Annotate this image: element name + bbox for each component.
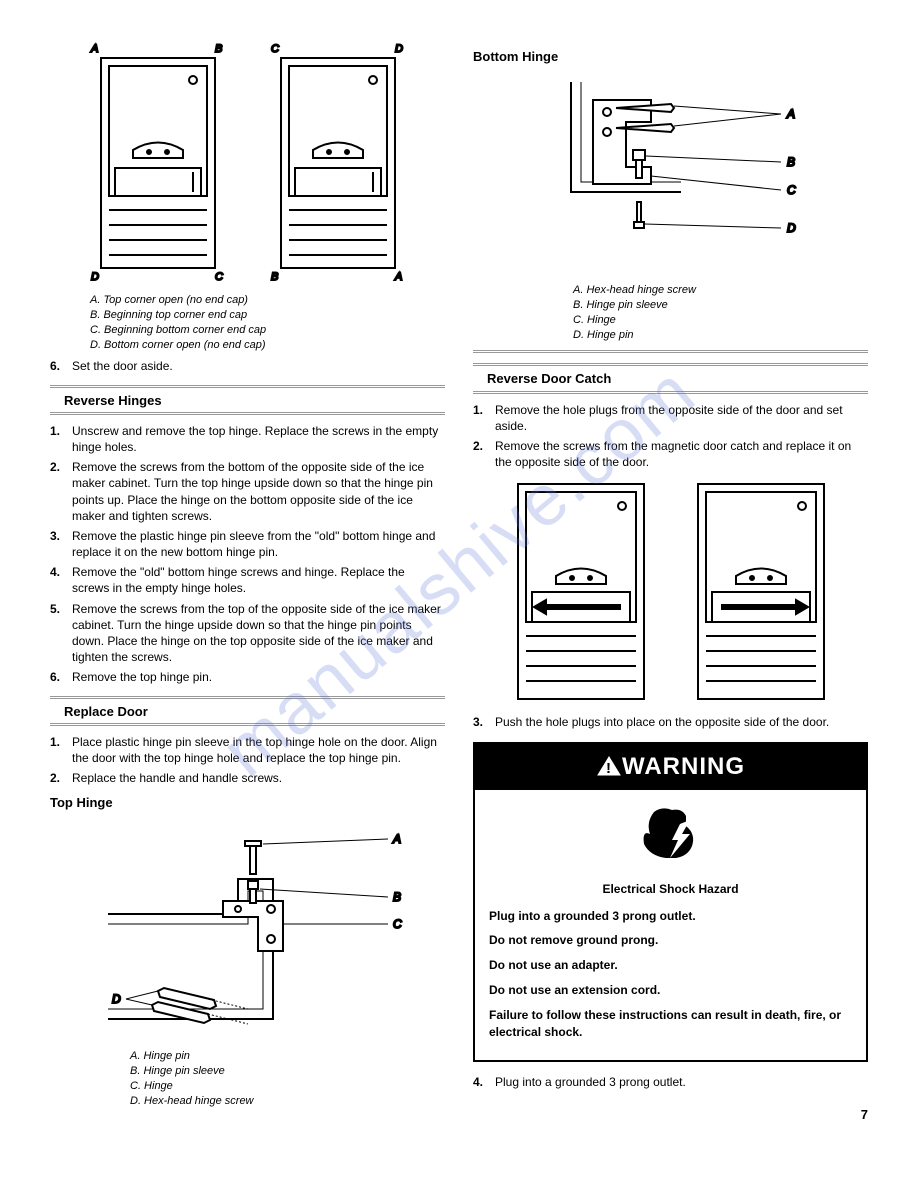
page-number: 7 bbox=[861, 1106, 868, 1124]
top-hinge-caption: A. Hinge pin B. Hinge pin sleeve C. Hing… bbox=[50, 1049, 445, 1108]
left-column: A B D C C D bbox=[50, 40, 445, 1115]
warning-header: ! WARNING bbox=[475, 744, 866, 790]
section-reverse-door-catch: Reverse Door Catch bbox=[473, 363, 868, 393]
svg-text:B: B bbox=[393, 890, 401, 904]
right-column: Bottom Hinge bbox=[473, 40, 868, 1115]
bottom-hinge-figure: A B C D bbox=[473, 72, 868, 277]
top-hinge-title: Top Hinge bbox=[50, 794, 445, 812]
svg-text:C: C bbox=[271, 43, 279, 55]
reverse-hinges-steps: 1.Unscrew and remove the top hinge. Repl… bbox=[50, 423, 445, 686]
warning-triangle-icon: ! bbox=[596, 755, 622, 777]
svg-text:C: C bbox=[393, 917, 402, 931]
svg-text:A: A bbox=[90, 43, 98, 55]
top-hinge-figure: A B C D bbox=[50, 819, 445, 1044]
step-6: 6.Set the door aside. bbox=[50, 358, 445, 374]
bottom-hinge-caption: A. Hex-head hinge screw B. Hinge pin sle… bbox=[473, 283, 868, 342]
figure1-caption: A. Top corner open (no end cap) B. Begin… bbox=[50, 293, 445, 352]
two-column-layout: A B D C C D bbox=[50, 40, 868, 1115]
svg-text:D: D bbox=[787, 221, 796, 235]
figure-door-catch bbox=[473, 476, 868, 706]
svg-text:B: B bbox=[215, 43, 222, 55]
svg-text:D: D bbox=[112, 992, 121, 1006]
svg-text:A: A bbox=[394, 271, 402, 283]
bottom-hinge-title: Bottom Hinge bbox=[473, 48, 868, 66]
svg-text:B: B bbox=[787, 155, 795, 169]
svg-text:A: A bbox=[392, 832, 401, 846]
reverse-catch-step-3: 3.Push the hole plugs into place on the … bbox=[473, 714, 868, 730]
section-replace-door: Replace Door bbox=[50, 696, 445, 726]
warning-hazard-title: Electrical Shock Hazard bbox=[489, 881, 852, 898]
svg-text:!: ! bbox=[606, 760, 612, 777]
cabinet-diagram-2: C D B A bbox=[263, 40, 413, 285]
svg-text:D: D bbox=[395, 43, 403, 55]
figure-cabinets-corners: A B D C C D bbox=[50, 40, 445, 285]
catch-diagram-left bbox=[506, 476, 656, 706]
divider bbox=[473, 350, 868, 353]
cabinet-diagram-1: A B D C bbox=[83, 40, 233, 285]
svg-text:A: A bbox=[786, 107, 795, 121]
catch-diagram-right bbox=[686, 476, 836, 706]
reverse-catch-steps-1-2: 1.Remove the hole plugs from the opposit… bbox=[473, 402, 868, 471]
svg-text:C: C bbox=[215, 271, 223, 283]
reverse-catch-step-4: 4.Plug into a grounded 3 prong outlet. bbox=[473, 1074, 868, 1090]
warning-box: ! WARNING Electrical Shock Hazard Plug i… bbox=[473, 742, 868, 1062]
svg-text:C: C bbox=[787, 183, 796, 197]
shock-icon bbox=[475, 790, 866, 881]
section-reverse-hinges: Reverse Hinges bbox=[50, 385, 445, 415]
warning-body: Electrical Shock Hazard Plug into a grou… bbox=[475, 881, 866, 1061]
replace-door-steps: 1.Place plastic hinge pin sleeve in the … bbox=[50, 734, 445, 787]
svg-text:D: D bbox=[91, 271, 99, 283]
svg-text:B: B bbox=[271, 271, 278, 283]
